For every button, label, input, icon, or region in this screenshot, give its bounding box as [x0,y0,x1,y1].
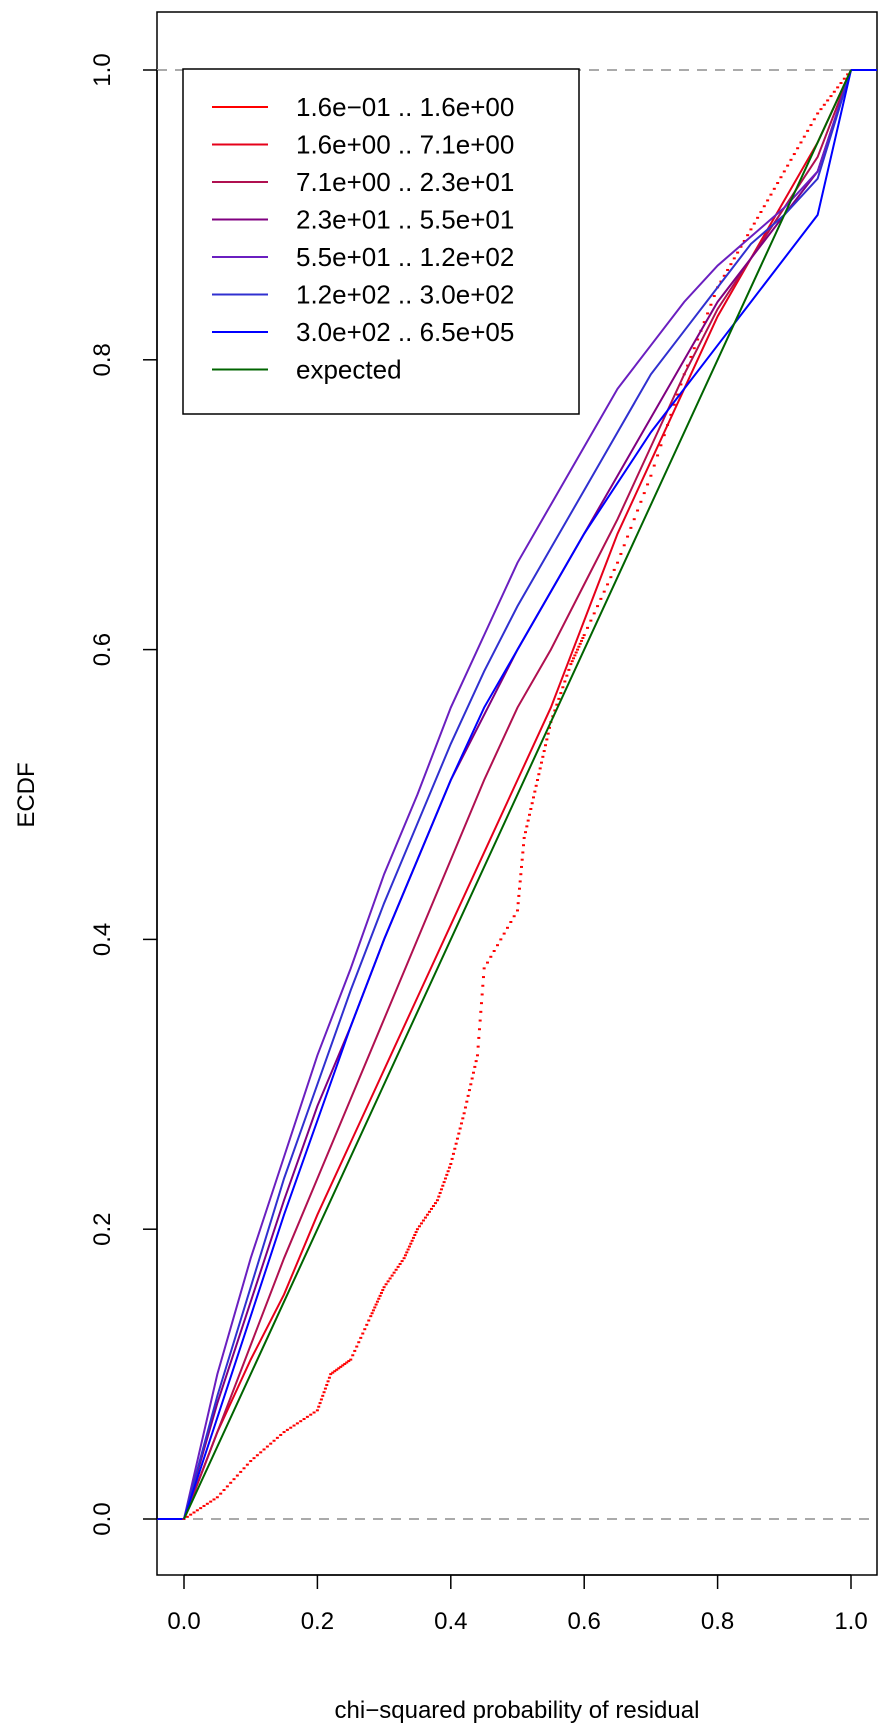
x-axis: 0.0 0.2 0.4 0.6 0.8 1.0 [167,1574,868,1635]
legend-box [182,68,580,415]
series-7 [183,69,852,1520]
series-line [183,69,852,1520]
y-tick-label: 0.8 [89,343,116,376]
legend-label: expected [296,355,402,385]
legend-label: 3.0e+02 .. 6.5e+05 [296,317,514,347]
x-tick-label: 0.0 [167,1608,200,1635]
series-line [183,69,852,1520]
legend-label: 7.1e+00 .. 2.3e+01 [296,167,514,197]
series-3 [183,69,852,1520]
legend-label: 1.6e−01 .. 1.6e+00 [296,92,514,122]
x-tick-label: 0.2 [301,1608,334,1635]
series-line [183,69,852,1520]
legend-label: 2.3e+01 .. 5.5e+01 [296,205,514,235]
legend-label: 1.6e+00 .. 7.1e+00 [296,130,514,160]
y-axis-title: ECDF [13,762,40,827]
x-tick-label: 1.0 [834,1608,867,1635]
y-axis: 0.0 0.2 0.4 0.6 0.8 1.0 [89,53,158,1536]
y-ticks: 0.0 0.2 0.4 0.6 0.8 1.0 [89,53,157,1536]
legend-label: 1.2e+02 .. 3.0e+02 [296,280,514,310]
x-tick-label: 0.6 [568,1608,601,1635]
series-layer [157,69,877,1520]
legend: 1.6e−01 .. 1.6e+00 1.6e+00 .. 7.1e+00 7.1e… [182,68,580,415]
series-6 [183,69,852,1520]
series-line [183,69,852,1520]
y-tick-label: 0.0 [89,1502,116,1535]
legend-entries: 1.6e−01 .. 1.6e+00 1.6e+00 .. 7.1e+00 7.1e… [212,92,514,385]
x-axis-title: chi−squared probability of residual [335,1697,700,1724]
series-line [183,69,852,1520]
series-5 [183,69,852,1520]
series-8 [183,69,852,1520]
y-tick-label: 1.0 [89,53,116,86]
y-tick-label: 0.4 [89,923,116,956]
x-ticks: 0.0 0.2 0.4 0.6 0.8 1.0 [167,1575,868,1635]
x-tick-label: 0.8 [701,1608,734,1635]
expected-line [183,69,852,1520]
y-tick-label: 0.6 [89,633,116,666]
y-tick-label: 0.2 [89,1213,116,1246]
x-tick-label: 0.4 [434,1608,467,1635]
legend-label: 5.5e+01 .. 1.2e+02 [296,242,514,272]
series-1 [182,73,850,1520]
series-2 [183,69,852,1520]
